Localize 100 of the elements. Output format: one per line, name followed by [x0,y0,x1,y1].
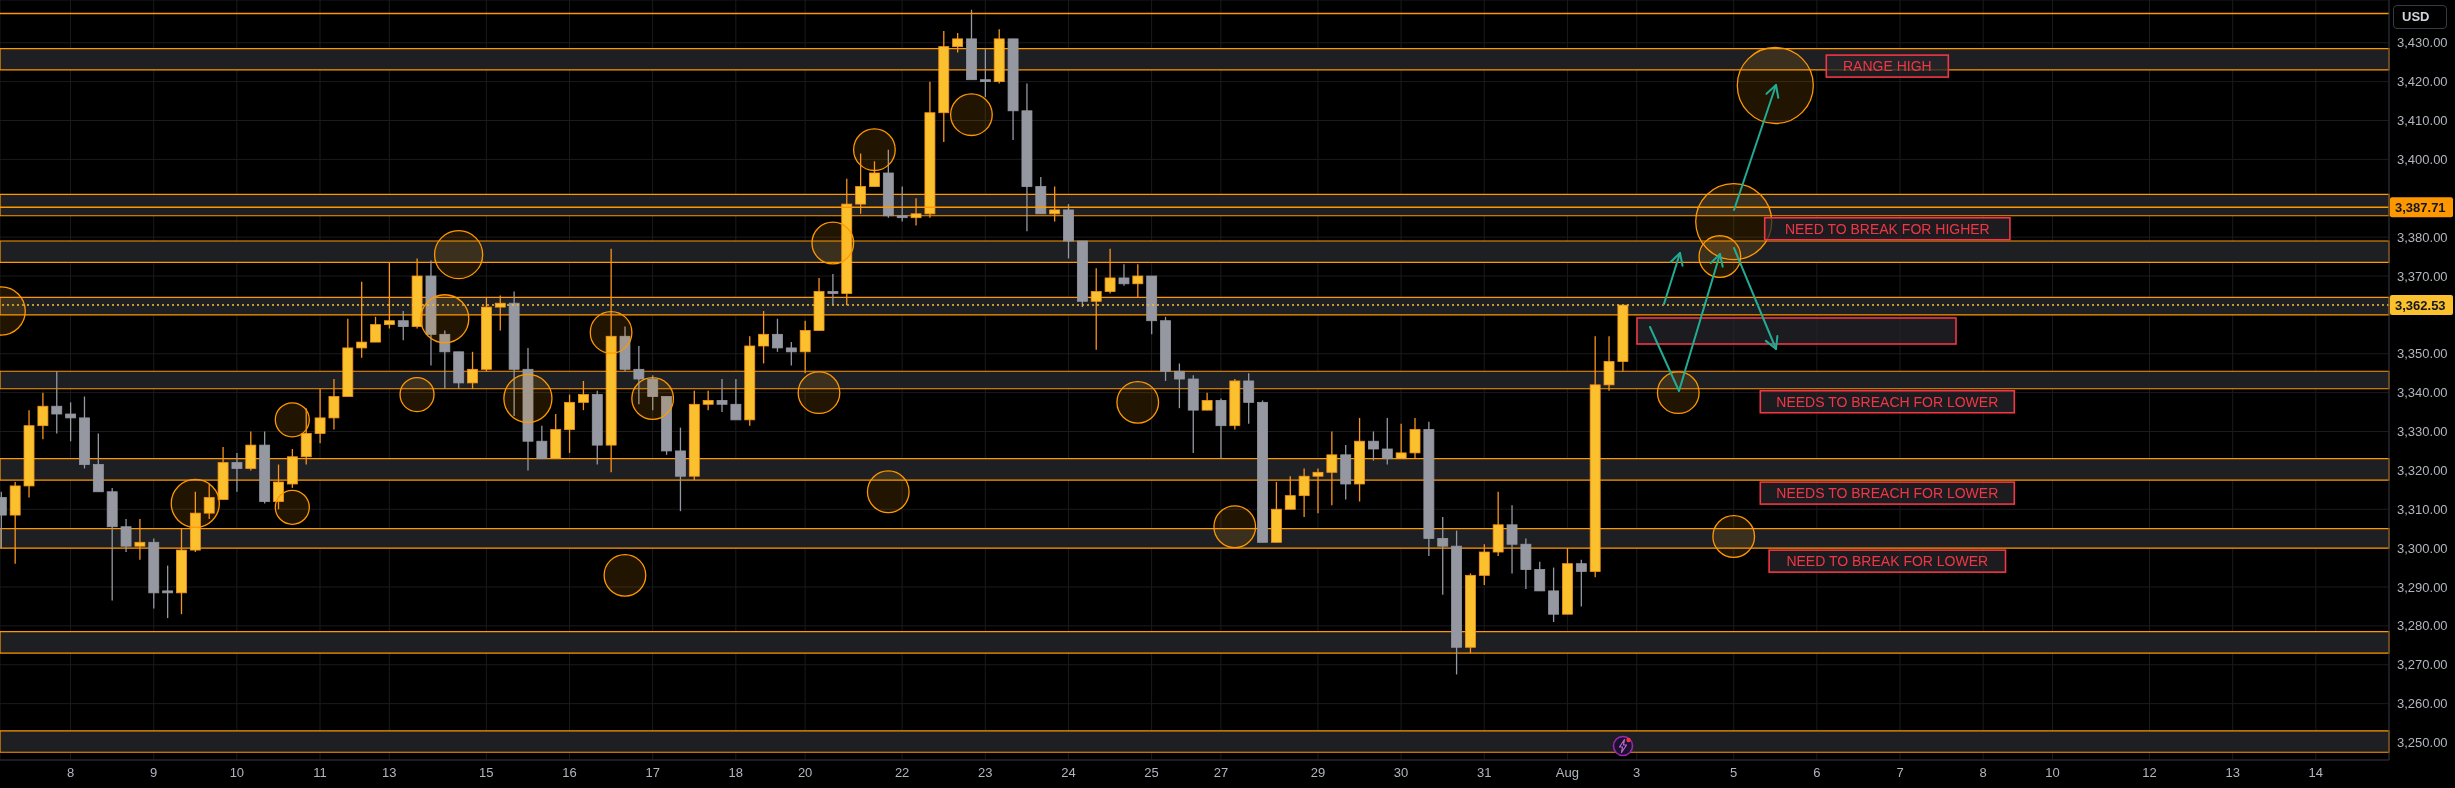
candlestick [702,390,714,411]
x-tick-label: 3 [1633,765,1641,781]
candlestick [300,407,312,466]
y-tick-label: 3,350.00 [2397,346,2448,362]
y-axis-title: USD [2393,5,2447,29]
x-tick-label: 9 [150,765,158,781]
x-tick-label: 22 [894,765,910,781]
x-tick-label: 10 [2045,765,2060,781]
candlestick [1478,543,1490,586]
x-tick-label: 24 [1061,765,1076,781]
x-tick-label: Aug [1555,765,1579,781]
candlestick [1284,475,1296,510]
candlestick [1298,467,1310,518]
candlestick [799,320,811,374]
candlestick [439,329,451,390]
y-tick-label: 3,270.00 [2397,657,2448,673]
candlestick [1104,248,1116,295]
annotation: NEEDS TO BREACH FOR LOWER [1776,485,1999,502]
candlestick [1132,263,1144,299]
annotation: NEED TO BREAK FOR LOWER [1786,553,1989,570]
y-tick-label: 3,340.00 [2397,385,2448,401]
candlestick [647,374,659,411]
candlestick [120,518,132,553]
candlestick [758,310,769,365]
candlestick [979,47,991,98]
candlestick [397,310,409,341]
y-tick-label: 3,250.00 [2397,735,2448,751]
annotation: NEEDS TO BREACH FOR LOWER [1776,393,1999,410]
candlestick [869,160,880,188]
candlestick [273,463,284,510]
y-tick-label: 3,370.00 [2397,268,2448,284]
y-tick-label: 3,380.00 [2397,229,2448,245]
candlestick [1118,263,1130,287]
candlestick [896,185,908,223]
x-tick-label: 13 [382,765,397,781]
x-tick-label: 31 [1477,765,1492,781]
candlestick [1575,559,1587,608]
candlestick [952,32,964,54]
candlestick [1548,566,1560,623]
x-tick-label: 8 [1979,765,1987,781]
ref-line-label: 3,387.71 [2395,199,2446,215]
y-tick-label: 3,320.00 [2397,463,2448,478]
x-tick-label: 13 [2225,765,2240,781]
x-tick-label: 8 [66,765,75,781]
candlestick [65,401,77,442]
candlestick [1395,423,1407,460]
candlestick [231,452,243,493]
x-tick-label: 7 [1896,765,1904,781]
x-tick-label: 10 [229,765,245,781]
candlestick [134,518,146,561]
candlestick [328,378,340,431]
x-tick-label: 18 [728,765,744,781]
candlestick [772,318,783,353]
candlestick [51,370,63,435]
x-tick-label: 27 [1213,765,1229,781]
candlestick [730,378,742,421]
x-tick-label: 5 [1730,765,1738,781]
candlestick [467,351,478,390]
x-tick-label: 29 [1310,765,1326,781]
candlestick [855,152,867,215]
candlestick [1368,430,1379,462]
candlestick [1409,417,1421,460]
x-tick-label: 14 [2308,765,2324,781]
candlestick [1173,362,1185,409]
x-tick-label: 16 [562,765,577,781]
x-tick-label: 20 [797,765,813,781]
candlestick [314,388,326,444]
candlestick [827,273,839,306]
candlestick [245,430,257,472]
candlestick [536,425,548,460]
y-tick-label: 3,410.00 [2397,113,2448,129]
x-tick-label: 23 [978,765,993,781]
candlestick [203,483,215,520]
candlestick [1049,185,1061,223]
candlestick [910,197,922,227]
candlestick [1312,467,1324,514]
y-tick-label: 3,260.00 [2397,696,2448,712]
candlestick [370,316,381,343]
candlestick [1534,561,1546,592]
x-tick-label: 15 [479,765,494,781]
y-tick-label: 3,310.00 [2397,501,2448,517]
x-tick-label: 17 [645,765,660,781]
candlestick [1381,417,1393,466]
x-tick-label: 30 [1393,765,1409,781]
candlestick [162,564,174,619]
candlestick [1437,516,1449,596]
candlestick [1243,372,1255,425]
annotation: NEED TO BREAK FOR HIGHER [1784,220,1990,237]
y-tick-label: 3,290.00 [2397,579,2448,595]
y-tick-label: 3,300.00 [2397,540,2448,556]
y-tick-label: 3,430.00 [2397,35,2448,51]
candlestick [1506,504,1518,575]
y-tick-label: 3,330.00 [2397,424,2448,440]
y-tick-label: 3,400.00 [2397,152,2448,167]
x-tick-label: 25 [1144,765,1159,781]
y-tick-label: 3,420.00 [2397,74,2448,90]
annotation: RANGE HIGH [1842,58,1932,75]
candlestick [578,380,589,411]
candlestick [1603,335,1615,392]
y-tick-label: 3,280.00 [2397,618,2448,634]
